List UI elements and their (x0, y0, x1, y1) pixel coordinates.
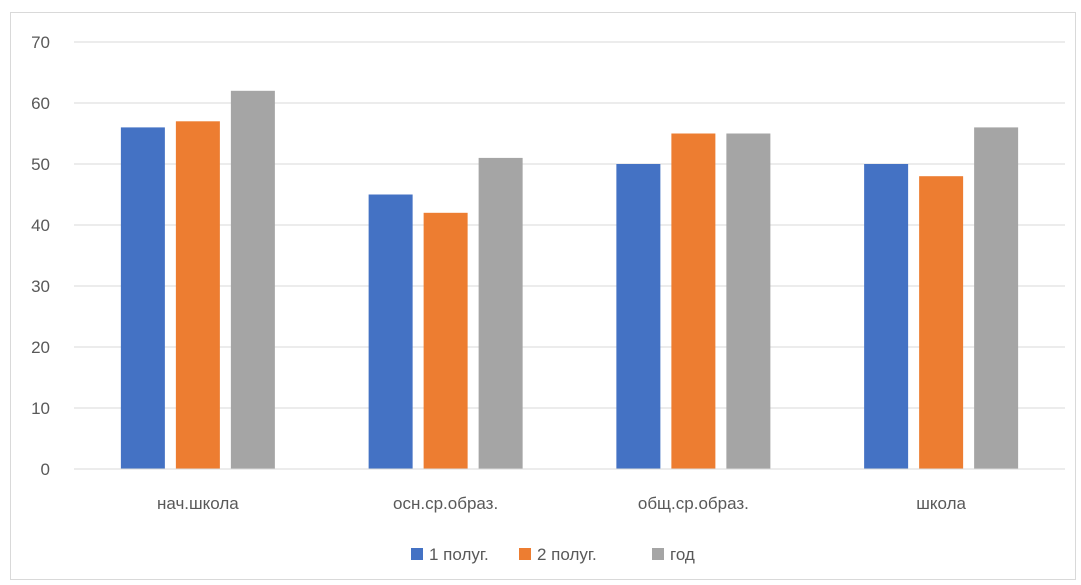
gridlines (74, 41, 1065, 409)
legend-label: год (670, 545, 695, 564)
y-tick-label: 40 (31, 216, 50, 235)
y-tick-label: 30 (31, 277, 50, 296)
y-tick-label: 20 (31, 338, 50, 357)
bar-1-1 (120, 127, 165, 470)
bar-1-2 (368, 194, 413, 469)
legend-label: 2 полуг. (537, 545, 597, 564)
bar-1-4 (864, 164, 909, 469)
bar-3-4 (974, 127, 1019, 470)
legend-swatch (519, 548, 531, 560)
y-axis-tick-labels: 0 10 20 30 40 50 60 70 (31, 33, 50, 479)
bar-1-3 (616, 164, 661, 469)
y-tick-label: 60 (31, 94, 50, 113)
bars (120, 90, 1019, 470)
y-tick-label: 50 (31, 155, 50, 174)
x-tick-label: осн.ср.образ. (393, 494, 498, 513)
bar-2-1 (175, 121, 220, 470)
x-tick-label: школа (916, 494, 966, 513)
bar-2-2 (423, 212, 468, 470)
bar-2-4 (919, 176, 964, 469)
y-tick-label: 0 (41, 460, 50, 479)
bar-2-3 (671, 133, 716, 469)
y-tick-label: 10 (31, 399, 50, 418)
bar-3-3 (726, 133, 771, 469)
legend-swatch (652, 548, 664, 560)
x-axis-tick-labels: нач.школа осн.ср.образ. общ.ср.образ. школа (157, 494, 967, 513)
legend-swatch (411, 548, 423, 560)
x-tick-label: нач.школа (157, 494, 239, 513)
bar-3-2 (478, 157, 523, 469)
bar-3-1 (230, 90, 275, 470)
y-tick-label: 70 (31, 33, 50, 52)
legend-label: 1 полуг. (429, 545, 489, 564)
legend: 1 полуг. 2 полуг. год (411, 545, 695, 564)
x-tick-label: общ.ср.образ. (638, 494, 749, 513)
